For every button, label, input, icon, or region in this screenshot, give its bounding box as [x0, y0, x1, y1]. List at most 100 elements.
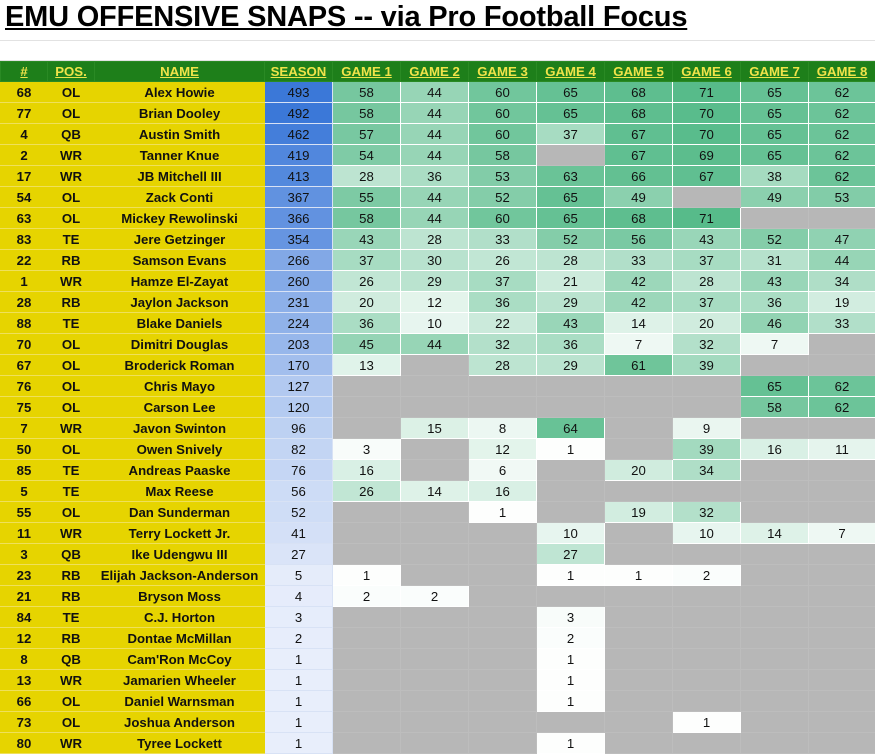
game-snaps-cell-empty[interactable]: [605, 586, 673, 607]
jersey-number-cell[interactable]: 3: [1, 544, 48, 565]
game-snaps-cell-empty[interactable]: [809, 460, 875, 481]
game-snaps-cell[interactable]: 34: [809, 271, 875, 292]
game-snaps-cell-empty[interactable]: [333, 397, 401, 418]
game-snaps-cell-empty[interactable]: [809, 670, 875, 691]
jersey-number-cell[interactable]: 80: [1, 733, 48, 754]
column-header[interactable]: GAME 5: [605, 62, 673, 82]
game-snaps-cell-empty[interactable]: [469, 691, 537, 712]
game-snaps-cell-empty[interactable]: [333, 712, 401, 733]
game-snaps-cell-empty[interactable]: [469, 628, 537, 649]
jersey-number-cell[interactable]: 28: [1, 292, 48, 313]
game-snaps-cell[interactable]: 58: [333, 82, 401, 103]
game-snaps-cell[interactable]: 28: [537, 250, 605, 271]
game-snaps-cell[interactable]: 52: [469, 187, 537, 208]
game-snaps-cell-empty[interactable]: [469, 544, 537, 565]
season-total-cell[interactable]: 1: [265, 691, 333, 712]
game-snaps-cell[interactable]: 1: [537, 565, 605, 586]
game-snaps-cell-empty[interactable]: [401, 355, 469, 376]
season-total-cell[interactable]: 1: [265, 670, 333, 691]
game-snaps-cell-empty[interactable]: [605, 439, 673, 460]
game-snaps-cell[interactable]: 22: [469, 313, 537, 334]
game-snaps-cell[interactable]: 30: [401, 250, 469, 271]
game-snaps-cell[interactable]: 7: [741, 334, 809, 355]
jersey-number-cell[interactable]: 83: [1, 229, 48, 250]
game-snaps-cell-empty[interactable]: [469, 607, 537, 628]
game-snaps-cell[interactable]: 65: [741, 124, 809, 145]
game-snaps-cell-empty[interactable]: [333, 733, 401, 754]
game-snaps-cell-empty[interactable]: [469, 376, 537, 397]
position-cell[interactable]: TE: [48, 460, 95, 481]
season-total-cell[interactable]: 231: [265, 292, 333, 313]
game-snaps-cell-empty[interactable]: [741, 460, 809, 481]
game-snaps-cell[interactable]: 36: [537, 334, 605, 355]
game-snaps-cell[interactable]: 37: [537, 124, 605, 145]
game-snaps-cell[interactable]: 3: [333, 439, 401, 460]
player-name-cell[interactable]: Jaylon Jackson: [95, 292, 265, 313]
game-snaps-cell-empty[interactable]: [605, 418, 673, 439]
game-snaps-cell[interactable]: 62: [809, 145, 875, 166]
game-snaps-cell[interactable]: 65: [741, 376, 809, 397]
season-total-cell[interactable]: 56: [265, 481, 333, 502]
game-snaps-cell-empty[interactable]: [673, 733, 741, 754]
game-snaps-cell-empty[interactable]: [673, 376, 741, 397]
column-header[interactable]: GAME 3: [469, 62, 537, 82]
game-snaps-cell[interactable]: 26: [333, 481, 401, 502]
column-header[interactable]: NAME: [95, 62, 265, 82]
jersey-number-cell[interactable]: 73: [1, 712, 48, 733]
game-snaps-cell[interactable]: 1: [537, 733, 605, 754]
game-snaps-cell-empty[interactable]: [537, 145, 605, 166]
game-snaps-cell[interactable]: 69: [673, 145, 741, 166]
game-snaps-cell[interactable]: 60: [469, 124, 537, 145]
position-cell[interactable]: OL: [48, 103, 95, 124]
game-snaps-cell[interactable]: 58: [333, 208, 401, 229]
game-snaps-cell-empty[interactable]: [809, 418, 875, 439]
position-cell[interactable]: OL: [48, 334, 95, 355]
game-snaps-cell[interactable]: 49: [741, 187, 809, 208]
position-cell[interactable]: OL: [48, 439, 95, 460]
game-snaps-cell[interactable]: 43: [537, 313, 605, 334]
game-snaps-cell[interactable]: 16: [469, 481, 537, 502]
position-cell[interactable]: RB: [48, 250, 95, 271]
season-total-cell[interactable]: 367: [265, 187, 333, 208]
jersey-number-cell[interactable]: 68: [1, 82, 48, 103]
position-cell[interactable]: TE: [48, 607, 95, 628]
game-snaps-cell-empty[interactable]: [809, 691, 875, 712]
game-snaps-cell-empty[interactable]: [605, 376, 673, 397]
game-snaps-cell[interactable]: 62: [809, 124, 875, 145]
position-cell[interactable]: OL: [48, 712, 95, 733]
game-snaps-cell[interactable]: 60: [469, 208, 537, 229]
position-cell[interactable]: WR: [48, 523, 95, 544]
game-snaps-cell[interactable]: 63: [537, 166, 605, 187]
jersey-number-cell[interactable]: 67: [1, 355, 48, 376]
game-snaps-cell-empty[interactable]: [469, 586, 537, 607]
empty-row[interactable]: [0, 40, 875, 61]
game-snaps-cell[interactable]: 14: [741, 523, 809, 544]
game-snaps-cell-empty[interactable]: [741, 670, 809, 691]
game-snaps-cell[interactable]: 43: [333, 229, 401, 250]
game-snaps-cell-empty[interactable]: [673, 397, 741, 418]
game-snaps-cell-empty[interactable]: [401, 523, 469, 544]
game-snaps-cell[interactable]: 67: [605, 145, 673, 166]
position-cell[interactable]: TE: [48, 481, 95, 502]
game-snaps-cell-empty[interactable]: [401, 670, 469, 691]
game-snaps-cell-empty[interactable]: [469, 523, 537, 544]
game-snaps-cell[interactable]: 43: [741, 271, 809, 292]
game-snaps-cell[interactable]: 44: [401, 103, 469, 124]
game-snaps-cell[interactable]: 37: [469, 271, 537, 292]
game-snaps-cell-empty[interactable]: [401, 397, 469, 418]
jersey-number-cell[interactable]: 12: [1, 628, 48, 649]
game-snaps-cell[interactable]: 10: [537, 523, 605, 544]
game-snaps-cell[interactable]: 36: [401, 166, 469, 187]
player-name-cell[interactable]: Blake Daniels: [95, 313, 265, 334]
game-snaps-cell-empty[interactable]: [809, 208, 875, 229]
game-snaps-cell-empty[interactable]: [741, 628, 809, 649]
game-snaps-cell[interactable]: 28: [401, 229, 469, 250]
player-name-cell[interactable]: Alex Howie: [95, 82, 265, 103]
season-total-cell[interactable]: 260: [265, 271, 333, 292]
game-snaps-cell[interactable]: 2: [333, 586, 401, 607]
game-snaps-cell-empty[interactable]: [401, 439, 469, 460]
player-name-cell[interactable]: Cam'Ron McCoy: [95, 649, 265, 670]
position-cell[interactable]: OL: [48, 187, 95, 208]
game-snaps-cell[interactable]: 32: [673, 334, 741, 355]
game-snaps-cell[interactable]: 16: [333, 460, 401, 481]
